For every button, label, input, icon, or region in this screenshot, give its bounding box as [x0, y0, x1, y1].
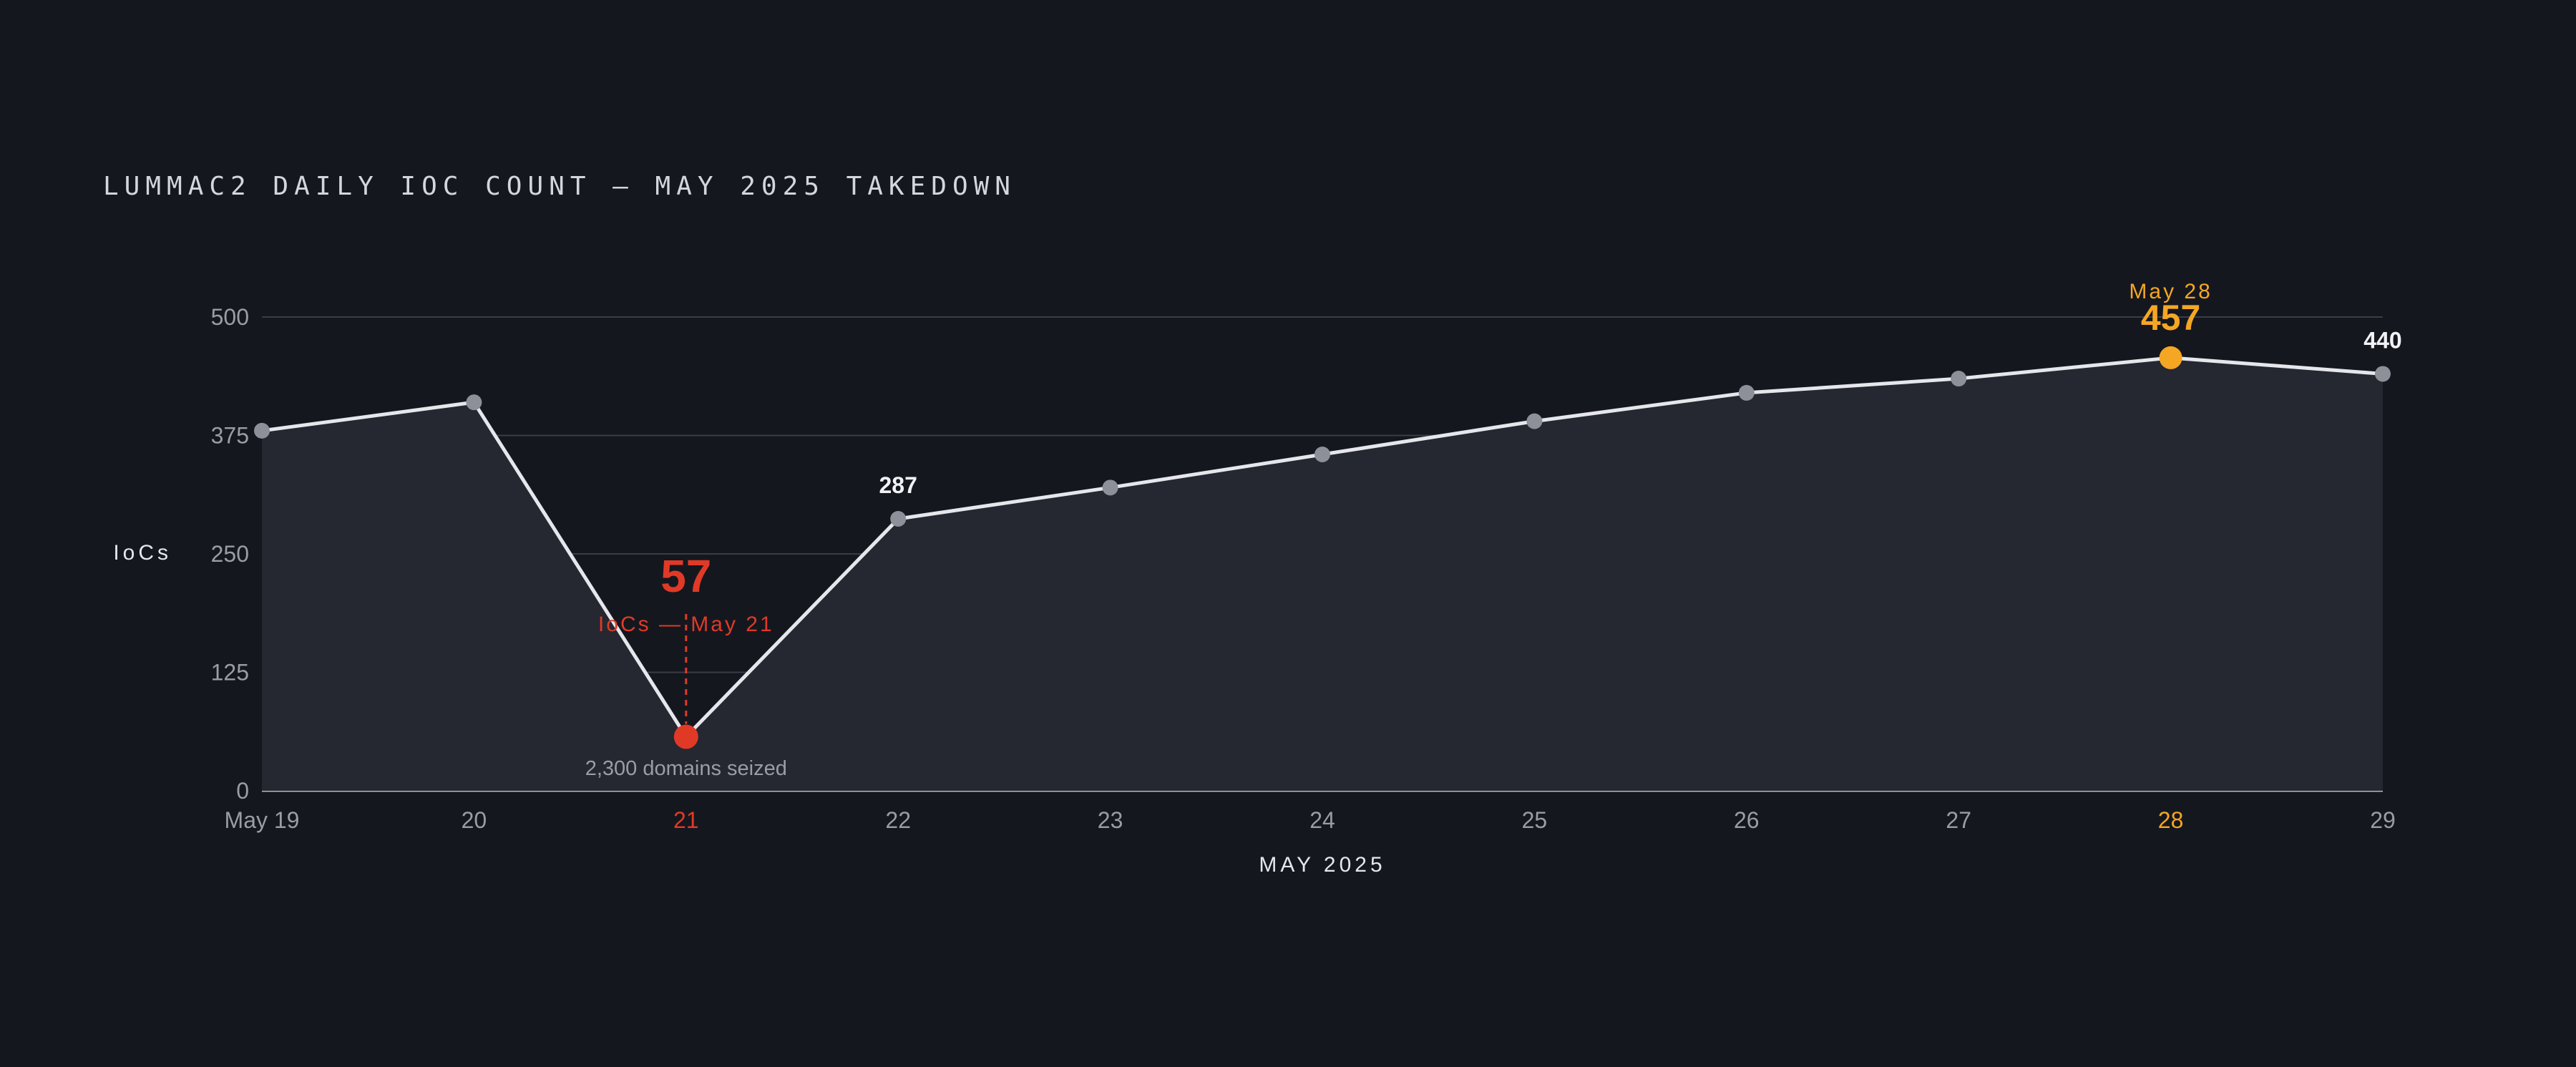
x-tick-label: 29	[2370, 807, 2396, 833]
x-tick-label: 26	[1734, 807, 1760, 833]
x-tick-label: 23	[1098, 807, 1123, 833]
y-axis-ticks: 0 125 250 375 500	[211, 304, 249, 804]
data-point	[1314, 446, 1330, 462]
data-point	[1951, 371, 1967, 387]
x-tick-label: May 19	[225, 807, 300, 833]
data-point	[890, 511, 907, 527]
y-tick-label: 125	[211, 660, 249, 686]
y-tick-label: 375	[211, 423, 249, 449]
chart-title: LUMMAC2 DAILY IOC COUNT — MAY 2025 TAKED…	[103, 172, 1016, 201]
data-point-low	[673, 724, 698, 749]
y-axis-label: IoCs	[113, 541, 172, 565]
x-axis-ticks: May 19 20 21 22 23 24 25 26 27 28 29	[225, 807, 2396, 833]
y-tick-label: 250	[211, 541, 249, 567]
x-tick-label: 28	[2158, 807, 2184, 833]
x-axis-label: MAY 2025	[1259, 853, 1385, 877]
data-point	[466, 394, 482, 411]
data-point	[254, 422, 270, 439]
data-point	[1738, 384, 1755, 401]
value-labels: 287 440	[879, 327, 2402, 498]
low-value-text: 57	[660, 550, 711, 602]
y-tick-label: 0	[236, 778, 249, 804]
y-tick-label: 500	[211, 304, 249, 330]
area-fill	[262, 357, 2383, 791]
value-label: 287	[879, 472, 917, 498]
x-tick-label: 22	[885, 807, 911, 833]
x-tick-label: 21	[673, 807, 699, 833]
low-note: 2,300 domains seized	[585, 757, 787, 780]
data-point-peak	[2159, 346, 2182, 369]
x-tick-label: 25	[1522, 807, 1548, 833]
area-path	[262, 357, 2383, 791]
value-label: 440	[2363, 327, 2401, 353]
data-point	[1526, 413, 1543, 429]
x-tick-label: 20	[462, 807, 487, 833]
data-points	[254, 346, 2391, 749]
data-point	[1102, 479, 1118, 496]
low-caption: IoCs — May 21	[598, 613, 774, 636]
data-point	[2375, 366, 2391, 382]
peak-caption: May 28	[2129, 280, 2212, 303]
x-tick-label: 27	[1946, 807, 1971, 833]
annotations: 57 IoCs — May 21 2,300 domains seized May 2…	[585, 280, 2212, 780]
x-tick-label: 24	[1309, 807, 1335, 833]
peak-value-text: 457	[2141, 298, 2200, 338]
